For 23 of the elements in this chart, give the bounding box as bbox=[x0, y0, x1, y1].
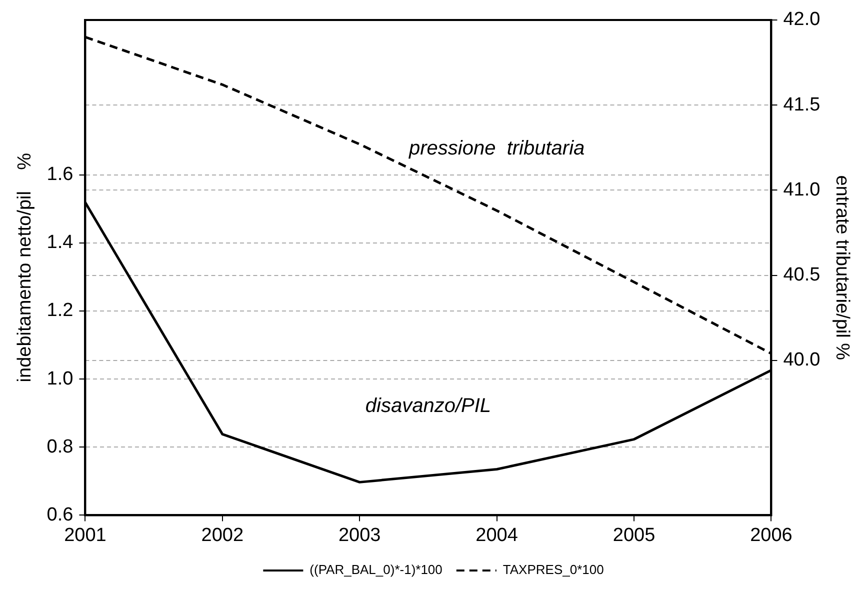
annotation: disavanzo/PIL bbox=[365, 394, 492, 417]
x-tick-label: 2002 bbox=[201, 524, 244, 546]
y2-tick-label: 40.0 bbox=[783, 350, 820, 371]
legend-label: TAXPRES_0*100 bbox=[502, 562, 604, 578]
y2-tick-label: 41.0 bbox=[783, 179, 820, 200]
y2-tick-label: 41.5 bbox=[783, 94, 820, 116]
legend-label: ((PAR_BAL_0)*-1)*100 bbox=[310, 562, 442, 578]
y-tick-label: 1.2 bbox=[46, 300, 74, 322]
y-axis-title: indebitamento netto/pil % bbox=[14, 152, 36, 382]
y2-tick-label: 40.5 bbox=[783, 264, 820, 286]
annotation: pressione tributaria bbox=[408, 137, 585, 160]
y-tick-label: 1.6 bbox=[46, 164, 74, 186]
y2-axis-title: entrate tributarie/pil % bbox=[831, 175, 852, 360]
y-tick-label: 0.6 bbox=[46, 504, 74, 526]
y-tick-label: 1.4 bbox=[46, 232, 74, 254]
y2-tick-label: 42.0 bbox=[783, 9, 820, 30]
y-tick-label: 1.0 bbox=[46, 368, 74, 390]
x-tick-label: 2004 bbox=[476, 524, 518, 546]
x-tick-label: 2005 bbox=[612, 524, 656, 546]
x-tick-label: 2001 bbox=[64, 524, 106, 546]
x-tick-label: 2006 bbox=[750, 524, 792, 546]
y-tick-label: 0.8 bbox=[46, 436, 74, 458]
x-tick-label: 2003 bbox=[338, 524, 381, 546]
